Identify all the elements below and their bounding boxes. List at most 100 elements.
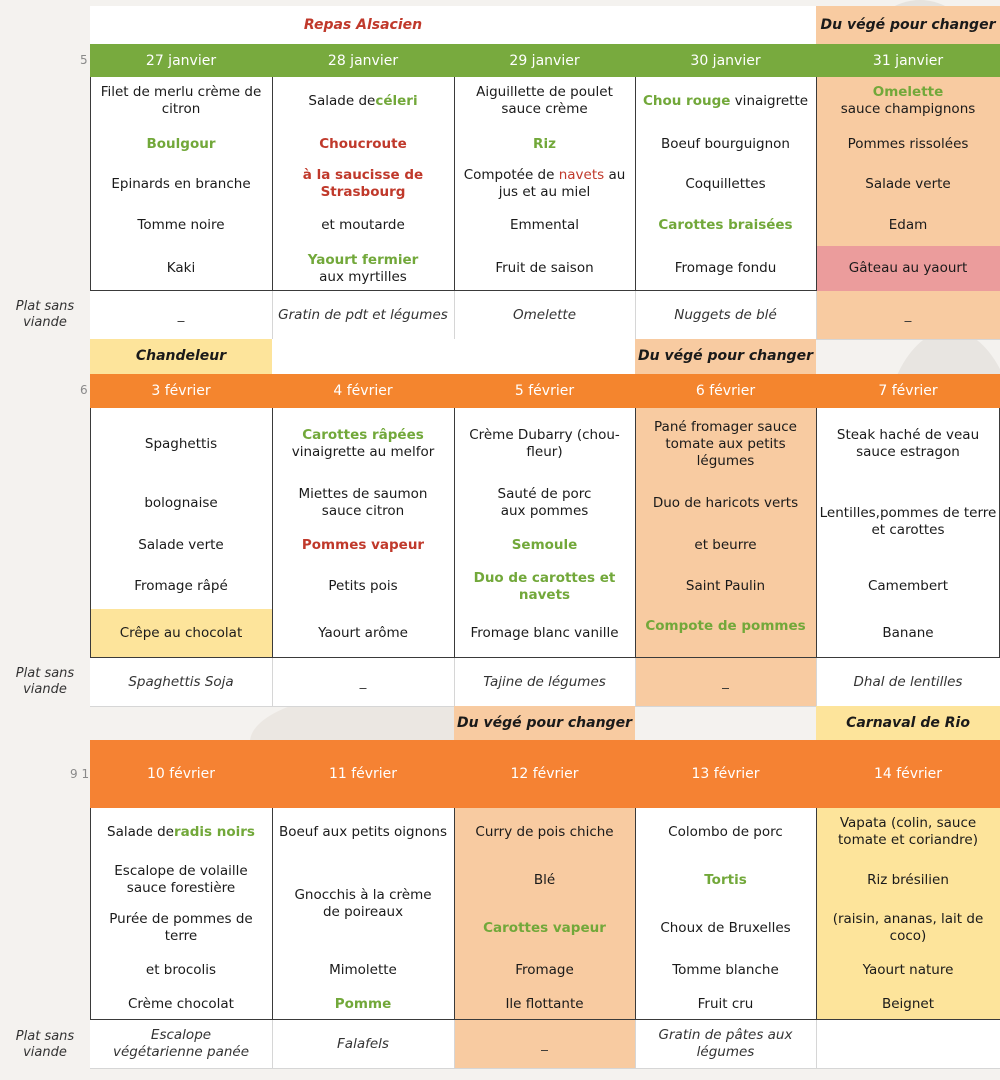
- psv-item: Gratin de pâtes aux légumes: [658, 1027, 793, 1060]
- menu-item: Petits pois: [328, 578, 398, 594]
- menu-item: Sauté de porc aux pommes: [497, 486, 592, 519]
- menu-item: Pané fromager sauce tomate aux petits lé…: [654, 418, 797, 469]
- grid-line: [635, 1020, 636, 1068]
- menu-item: Filet de merlu crème de citron: [100, 84, 262, 117]
- menu-item: Aiguillette de poulet sauce crème: [476, 84, 613, 117]
- plat-sans-viande-label: Plat sans viande: [15, 666, 75, 697]
- menu-item: Compote de pommes: [645, 618, 806, 634]
- menu-item: Boulgour: [146, 135, 216, 152]
- menu-item: Salade verte: [865, 175, 951, 192]
- grid-line: [454, 77, 455, 291]
- menu-item: Yaourt fermier aux myrtilles: [272, 246, 454, 291]
- psv-item: Tajine de légumes: [483, 673, 606, 690]
- menu-text: aux myrtilles: [319, 268, 407, 285]
- menu-area-highlight: [454, 808, 635, 1020]
- grid-line: [816, 658, 817, 706]
- menu-text-highlight: Omelette: [872, 84, 944, 100]
- date-header: 10 février: [146, 766, 216, 782]
- psv-row-highlight: [454, 1020, 635, 1068]
- date-bar-week-5: [90, 44, 1000, 77]
- menu-item: Escalope de volaille sauce forestière: [114, 863, 248, 896]
- menu-item: Choucroute: [319, 135, 407, 152]
- date-header: 14 février: [873, 766, 943, 782]
- grid-line: [816, 77, 817, 291]
- grid-line: [272, 1020, 273, 1068]
- menu-item: Duo de haricots verts: [652, 494, 799, 511]
- date-header: 13 février: [691, 766, 760, 782]
- menu-area-highlight: [816, 205, 1000, 246]
- banner-repas-alsacien: Repas Alsacien: [303, 16, 423, 33]
- menu-item: Spaghettis: [144, 435, 218, 452]
- banner-du-vege: Du végé pour changer: [816, 6, 1000, 44]
- menu-area-yellow: [816, 808, 1000, 1020]
- menu-item: Gnocchis à la crème de poireaux: [294, 887, 432, 920]
- menu-item: Yaourt nature: [862, 961, 954, 978]
- menu-text-highlight: radis noirs: [173, 823, 255, 840]
- psv-row: [90, 658, 1000, 706]
- menu-item: Mimolette: [329, 961, 397, 978]
- menu-item: Saint Paulin: [685, 578, 766, 594]
- menu-item: Boeuf aux petits oignons: [278, 823, 448, 840]
- menu-item: Fruit de saison: [495, 260, 594, 276]
- menu-item: Beignet: [881, 995, 935, 1012]
- menu-text: sauce champignons: [840, 101, 976, 117]
- grid-line: [454, 1020, 455, 1068]
- banner-carnaval: Carnaval de Rio: [816, 706, 1000, 740]
- grid-line: [272, 658, 273, 706]
- menu-item: Crêpe au chocolat: [119, 625, 243, 641]
- date-bar-week-6: [90, 374, 1000, 408]
- menu-item: Crème chocolat: [128, 995, 234, 1012]
- date-header: 4 février: [333, 383, 393, 399]
- menu-text-highlight: céleri: [375, 92, 418, 109]
- menu-item: Carottes vapeur: [483, 919, 606, 936]
- psv-item: Omelette: [512, 306, 577, 323]
- menu-item: Kaki: [166, 260, 196, 276]
- grid-line: [816, 291, 817, 339]
- week-number: 6: [80, 383, 88, 397]
- grid-line: [816, 408, 817, 658]
- menu-item: Riz brésilien: [867, 871, 949, 888]
- grid-line: [816, 1020, 817, 1068]
- grid-line: [454, 408, 455, 658]
- menu-item: Tortis: [704, 871, 747, 888]
- menu-item: Pommes vapeur: [301, 536, 425, 553]
- week-number: 5: [80, 53, 88, 67]
- menu-item: et beurre: [694, 536, 757, 553]
- psv-item: Nuggets de blé: [674, 306, 777, 323]
- grid-line: [90, 808, 91, 1020]
- menu-item: Banane: [882, 625, 934, 641]
- psv-item: Spaghettis Soja: [128, 673, 234, 690]
- menu-item: Miettes de saumon sauce citron: [298, 486, 428, 519]
- menu-text-highlight: Chou rouge: [642, 92, 731, 109]
- psv-item: _: [722, 673, 729, 690]
- menu-item: à la saucisse de Strasbourg: [302, 167, 424, 200]
- menu-item: Blé: [533, 871, 556, 888]
- menu-text: Salade de: [308, 92, 376, 109]
- menu-item: Camembert: [867, 578, 949, 594]
- grid-line: [816, 808, 817, 1020]
- menu-item: Riz: [533, 135, 556, 152]
- menu-item: Pomme: [334, 995, 392, 1012]
- date-header: 5 février: [514, 383, 575, 399]
- menu-item: Yaourt arôme: [318, 625, 408, 641]
- psv-item: Gratin de pdt et légumes: [278, 306, 448, 323]
- date-header: 27 janvier: [145, 52, 217, 69]
- menu-item: Carottes râpées vinaigrette au melfor: [272, 408, 454, 480]
- grid-line: [90, 1019, 1000, 1020]
- psv-item: _: [904, 306, 912, 323]
- menu-item: Compotée de navets au jus et au miel: [454, 163, 635, 205]
- date-header: 30 janvier: [690, 52, 761, 69]
- grid-line: [635, 808, 636, 1020]
- menu-item: Emmental: [509, 217, 579, 233]
- date-header: 28 janvier: [327, 52, 399, 69]
- grid-line: [90, 1068, 1000, 1069]
- menu-text: Salade de: [107, 823, 174, 840]
- menu-item: Fromage blanc vanille: [470, 625, 619, 641]
- date-bar-week-7: [90, 740, 1000, 808]
- menu-item: Curry de pois chiche: [475, 823, 614, 840]
- psv-item: Dhal de lentilles: [853, 673, 963, 690]
- banner-row-week-5: [90, 6, 635, 44]
- psv-row: [90, 291, 816, 339]
- menu-item: Tomme noire: [137, 217, 225, 233]
- menu-item: Salade de radis noirs: [90, 808, 272, 856]
